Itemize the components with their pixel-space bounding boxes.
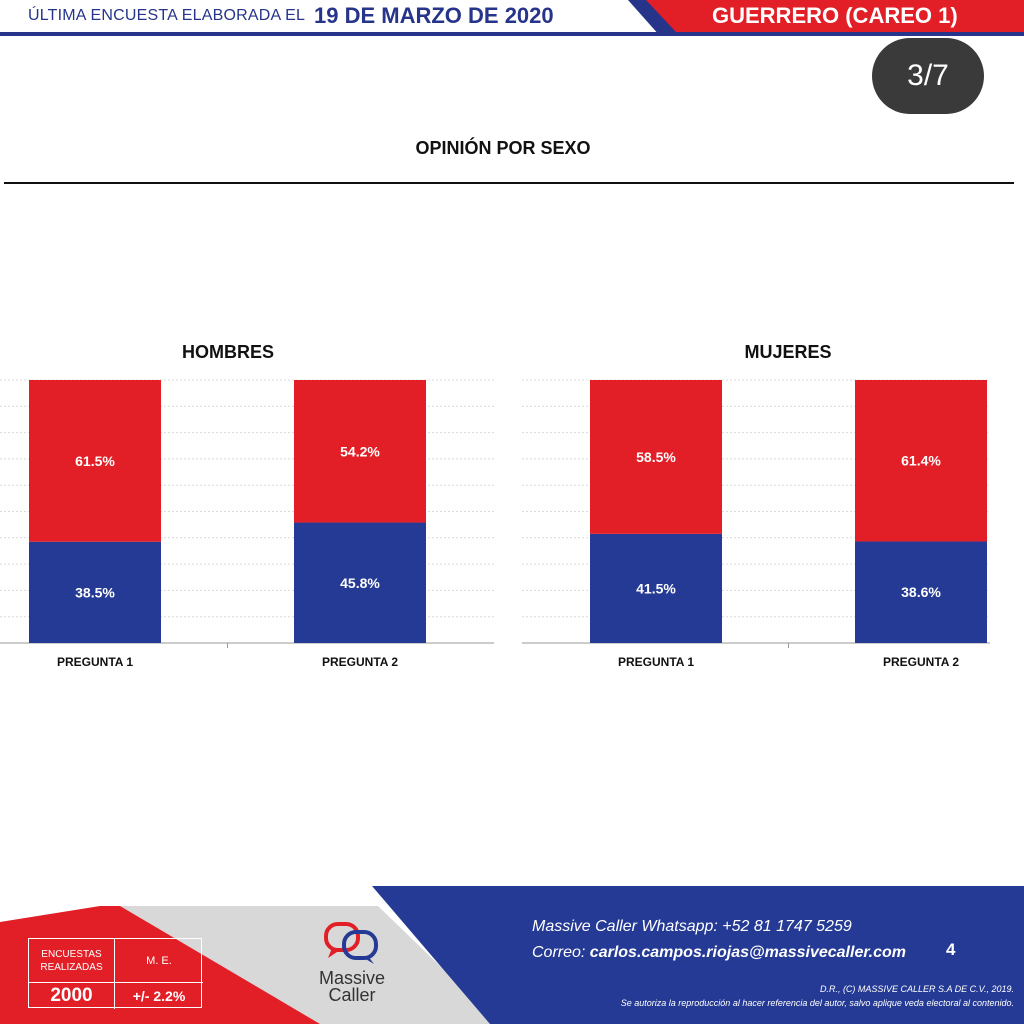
title-divider — [4, 182, 1014, 184]
category-label: PREGUNTA 1 — [57, 655, 133, 669]
header-label: ÚLTIMA ENCUESTA ELABORADA EL — [28, 7, 306, 24]
header-date: 19 DE MARZO DE 2020 — [314, 3, 554, 28]
email-contact: Correo: carlos.campos.riojas@massivecall… — [532, 944, 906, 962]
header-band: ÚLTIMA ENCUESTA ELABORADA EL 19 DE MARZO… — [0, 0, 1024, 36]
bar-blue-2 — [294, 522, 426, 643]
header-region: GUERRERO (CAREO 1) — [712, 3, 958, 28]
charts-area: HOMBRES 38.5% 61.5% PREGUNTA 1 45.8% 54.2% PRE… — [0, 342, 990, 669]
margin-error-value: +/- 2.2% — [132, 988, 186, 1004]
data-label: 54.2% — [340, 443, 380, 459]
data-label: 38.6% — [901, 584, 941, 600]
bar-red-1 — [590, 380, 722, 534]
bar-blue-1 — [29, 541, 161, 643]
data-label: 58.5% — [636, 449, 676, 465]
category-label: PREGUNTA 2 — [883, 655, 959, 669]
chart-title: HOMBRES — [182, 342, 274, 362]
logo-word-massive: Massive — [318, 968, 385, 988]
bar-red-2 — [855, 380, 987, 542]
surveys-label-line-1: ENCUESTAS — [41, 948, 102, 960]
data-label: 61.4% — [901, 453, 941, 469]
survey-stats-box: ENCUESTAS REALIZADAS M. E. 2000 +/- 2.2% — [28, 938, 203, 1009]
bar-blue-2 — [855, 541, 987, 643]
massive-caller-logo: Massive Caller — [302, 918, 402, 1018]
email-address[interactable]: carlos.campos.riojas@massivecaller.com — [589, 944, 907, 961]
data-label: 38.5% — [75, 584, 115, 600]
category-label: PREGUNTA 2 — [322, 655, 398, 669]
data-label: 61.5% — [75, 453, 115, 469]
bar-red-1 — [29, 380, 161, 542]
chart-title: MUJERES — [744, 342, 831, 362]
footer: ENCUESTAS REALIZADAS M. E. 2000 +/- 2.2% … — [0, 880, 1024, 1024]
copyright-notice: D.R., (C) MASSIVE CALLER S.A DE C.V., 20… — [819, 984, 1014, 994]
surveys-done-header: ENCUESTAS REALIZADAS — [29, 939, 115, 983]
logo-word-caller: Caller — [328, 985, 376, 1005]
surveys-label-line-2: REALIZADAS — [40, 961, 103, 973]
bar-red-2 — [294, 380, 426, 523]
header-background — [0, 0, 1024, 36]
surveys-done-value: 2000 — [29, 983, 115, 1009]
reproduction-notice: Se autoriza la reproducción al hacer ref… — [620, 998, 1014, 1008]
page-counter-badge: 3/7 — [872, 38, 984, 114]
slide-number: 4 — [946, 940, 956, 959]
category-label: PREGUNTA 1 — [618, 655, 694, 669]
page-title: OPINIÓN POR SEXO — [415, 138, 591, 158]
whatsapp-contact: Massive Caller Whatsapp: +52 81 1747 525… — [532, 918, 852, 935]
email-prefix: Correo: — [532, 944, 590, 961]
margin-error-header: M. E. — [115, 939, 203, 983]
footer-background — [0, 886, 1024, 1024]
data-label: 45.8% — [340, 575, 380, 591]
bar-blue-1 — [590, 533, 722, 643]
data-label: 41.5% — [636, 580, 676, 596]
chat-bubbles-icon — [324, 922, 378, 964]
